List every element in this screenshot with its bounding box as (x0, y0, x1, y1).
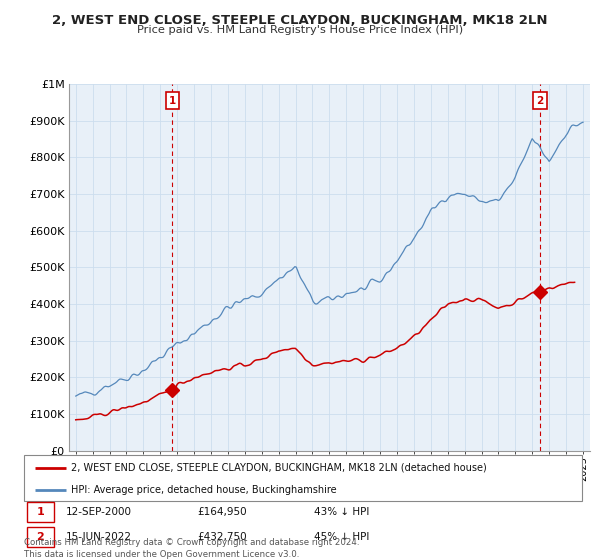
FancyBboxPatch shape (27, 502, 53, 522)
Text: £432,750: £432,750 (197, 532, 247, 542)
Text: 2: 2 (536, 96, 544, 105)
Text: 43% ↓ HPI: 43% ↓ HPI (314, 507, 370, 517)
FancyBboxPatch shape (27, 527, 53, 547)
Text: 2: 2 (37, 532, 44, 542)
Text: Contains HM Land Registry data © Crown copyright and database right 2024.
This d: Contains HM Land Registry data © Crown c… (24, 538, 359, 559)
Text: 15-JUN-2022: 15-JUN-2022 (66, 532, 132, 542)
Text: £164,950: £164,950 (197, 507, 247, 517)
Text: HPI: Average price, detached house, Buckinghamshire: HPI: Average price, detached house, Buck… (71, 485, 337, 494)
Text: 1: 1 (37, 507, 44, 517)
FancyBboxPatch shape (24, 455, 582, 501)
Text: 45% ↓ HPI: 45% ↓ HPI (314, 532, 370, 542)
Text: 1: 1 (169, 96, 176, 105)
Text: 2, WEST END CLOSE, STEEPLE CLAYDON, BUCKINGHAM, MK18 2LN (detached house): 2, WEST END CLOSE, STEEPLE CLAYDON, BUCK… (71, 463, 487, 473)
Text: 2, WEST END CLOSE, STEEPLE CLAYDON, BUCKINGHAM, MK18 2LN: 2, WEST END CLOSE, STEEPLE CLAYDON, BUCK… (52, 14, 548, 27)
Text: 12-SEP-2000: 12-SEP-2000 (66, 507, 132, 517)
Text: Price paid vs. HM Land Registry's House Price Index (HPI): Price paid vs. HM Land Registry's House … (137, 25, 463, 35)
